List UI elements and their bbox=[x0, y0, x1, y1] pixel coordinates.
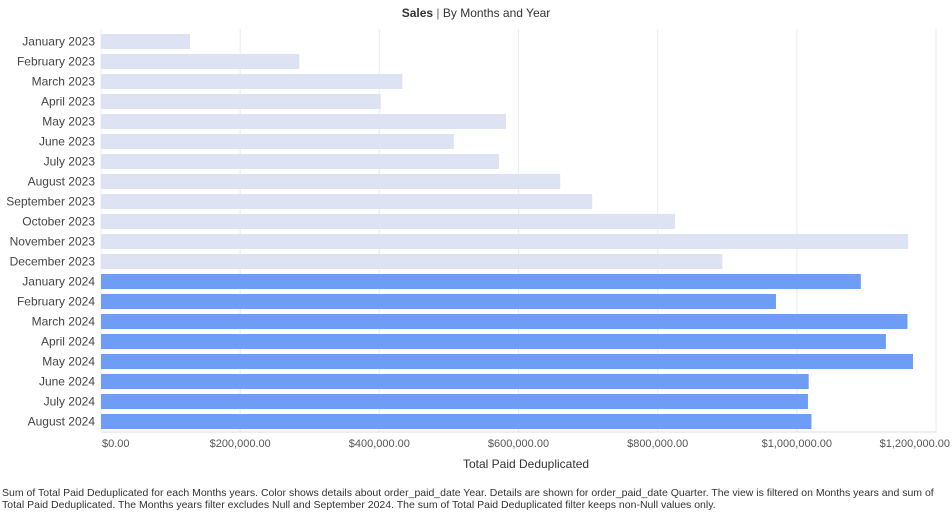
y-tick-label: April 2023 bbox=[41, 95, 95, 109]
y-tick-label: January 2024 bbox=[22, 275, 95, 289]
bar[interactable] bbox=[101, 34, 191, 49]
chart-title: Sales | By Months and Year bbox=[0, 6, 952, 20]
bar[interactable] bbox=[101, 314, 908, 329]
y-tick-label: March 2023 bbox=[32, 75, 96, 89]
y-tick-label: September 2023 bbox=[6, 195, 95, 209]
y-tick-label: January 2023 bbox=[22, 35, 95, 49]
x-axis-title: Total Paid Deduplicated bbox=[463, 457, 589, 471]
chart-caption: Sum of Total Paid Deduplicated for each … bbox=[2, 487, 934, 511]
y-tick-label: August 2023 bbox=[28, 175, 96, 189]
bar[interactable] bbox=[101, 214, 676, 229]
bar[interactable] bbox=[101, 274, 861, 289]
bar[interactable] bbox=[101, 354, 914, 369]
bar[interactable] bbox=[101, 54, 300, 69]
bar[interactable] bbox=[101, 334, 886, 349]
bar[interactable] bbox=[101, 114, 506, 129]
x-tick-label: $400,000.00 bbox=[349, 438, 410, 450]
y-tick-label: February 2024 bbox=[17, 295, 95, 309]
x-tick-label: $600,000.00 bbox=[488, 438, 549, 450]
bar[interactable] bbox=[101, 254, 723, 269]
chart-subtitle: By Months and Year bbox=[442, 6, 551, 20]
x-tick-label: $1,000,000.00 bbox=[762, 438, 832, 450]
x-tick-label: $200,000.00 bbox=[210, 438, 271, 450]
y-axis-labels: January 2023 February 2023 March 2023 April… bbox=[6, 35, 95, 429]
bar[interactable] bbox=[101, 394, 808, 409]
x-tick-label: $1,200,000.00 bbox=[880, 438, 950, 450]
y-tick-label: November 2023 bbox=[10, 235, 96, 249]
bar[interactable] bbox=[101, 134, 454, 149]
x-tick-label: $800,000.00 bbox=[627, 438, 688, 450]
bar[interactable] bbox=[101, 94, 381, 109]
y-tick-label: May 2024 bbox=[42, 355, 95, 369]
bar[interactable] bbox=[101, 374, 809, 389]
y-tick-label: April 2024 bbox=[41, 335, 95, 349]
bar[interactable] bbox=[101, 414, 812, 429]
bar[interactable] bbox=[101, 194, 593, 209]
y-tick-label: March 2024 bbox=[32, 315, 96, 329]
chart-title-main: Sales bbox=[401, 6, 434, 20]
bar[interactable] bbox=[101, 74, 403, 89]
y-tick-label: July 2023 bbox=[44, 155, 96, 169]
x-axis-labels: $0.00 $200,000.00 $400,000.00 $600,000.00 $8… bbox=[102, 438, 950, 450]
bar[interactable] bbox=[101, 294, 776, 309]
y-tick-label: July 2024 bbox=[44, 395, 96, 409]
bar-chart: January 2023 February 2023 March 2023 April… bbox=[6, 29, 950, 471]
bars bbox=[101, 34, 914, 429]
y-tick-label: October 2023 bbox=[22, 215, 95, 229]
bar[interactable] bbox=[101, 174, 561, 189]
grid-lines bbox=[100, 29, 937, 433]
y-tick-label: May 2023 bbox=[42, 115, 95, 129]
y-tick-label: June 2023 bbox=[39, 135, 95, 149]
bar[interactable] bbox=[101, 234, 909, 249]
y-tick-label: February 2023 bbox=[17, 55, 95, 69]
y-tick-label: December 2023 bbox=[10, 255, 96, 269]
x-tick-label: $0.00 bbox=[102, 438, 130, 450]
y-tick-label: August 2024 bbox=[28, 415, 96, 429]
y-tick-label: June 2024 bbox=[39, 375, 95, 389]
bar[interactable] bbox=[101, 154, 500, 169]
chart-title-separator: | bbox=[436, 6, 440, 20]
